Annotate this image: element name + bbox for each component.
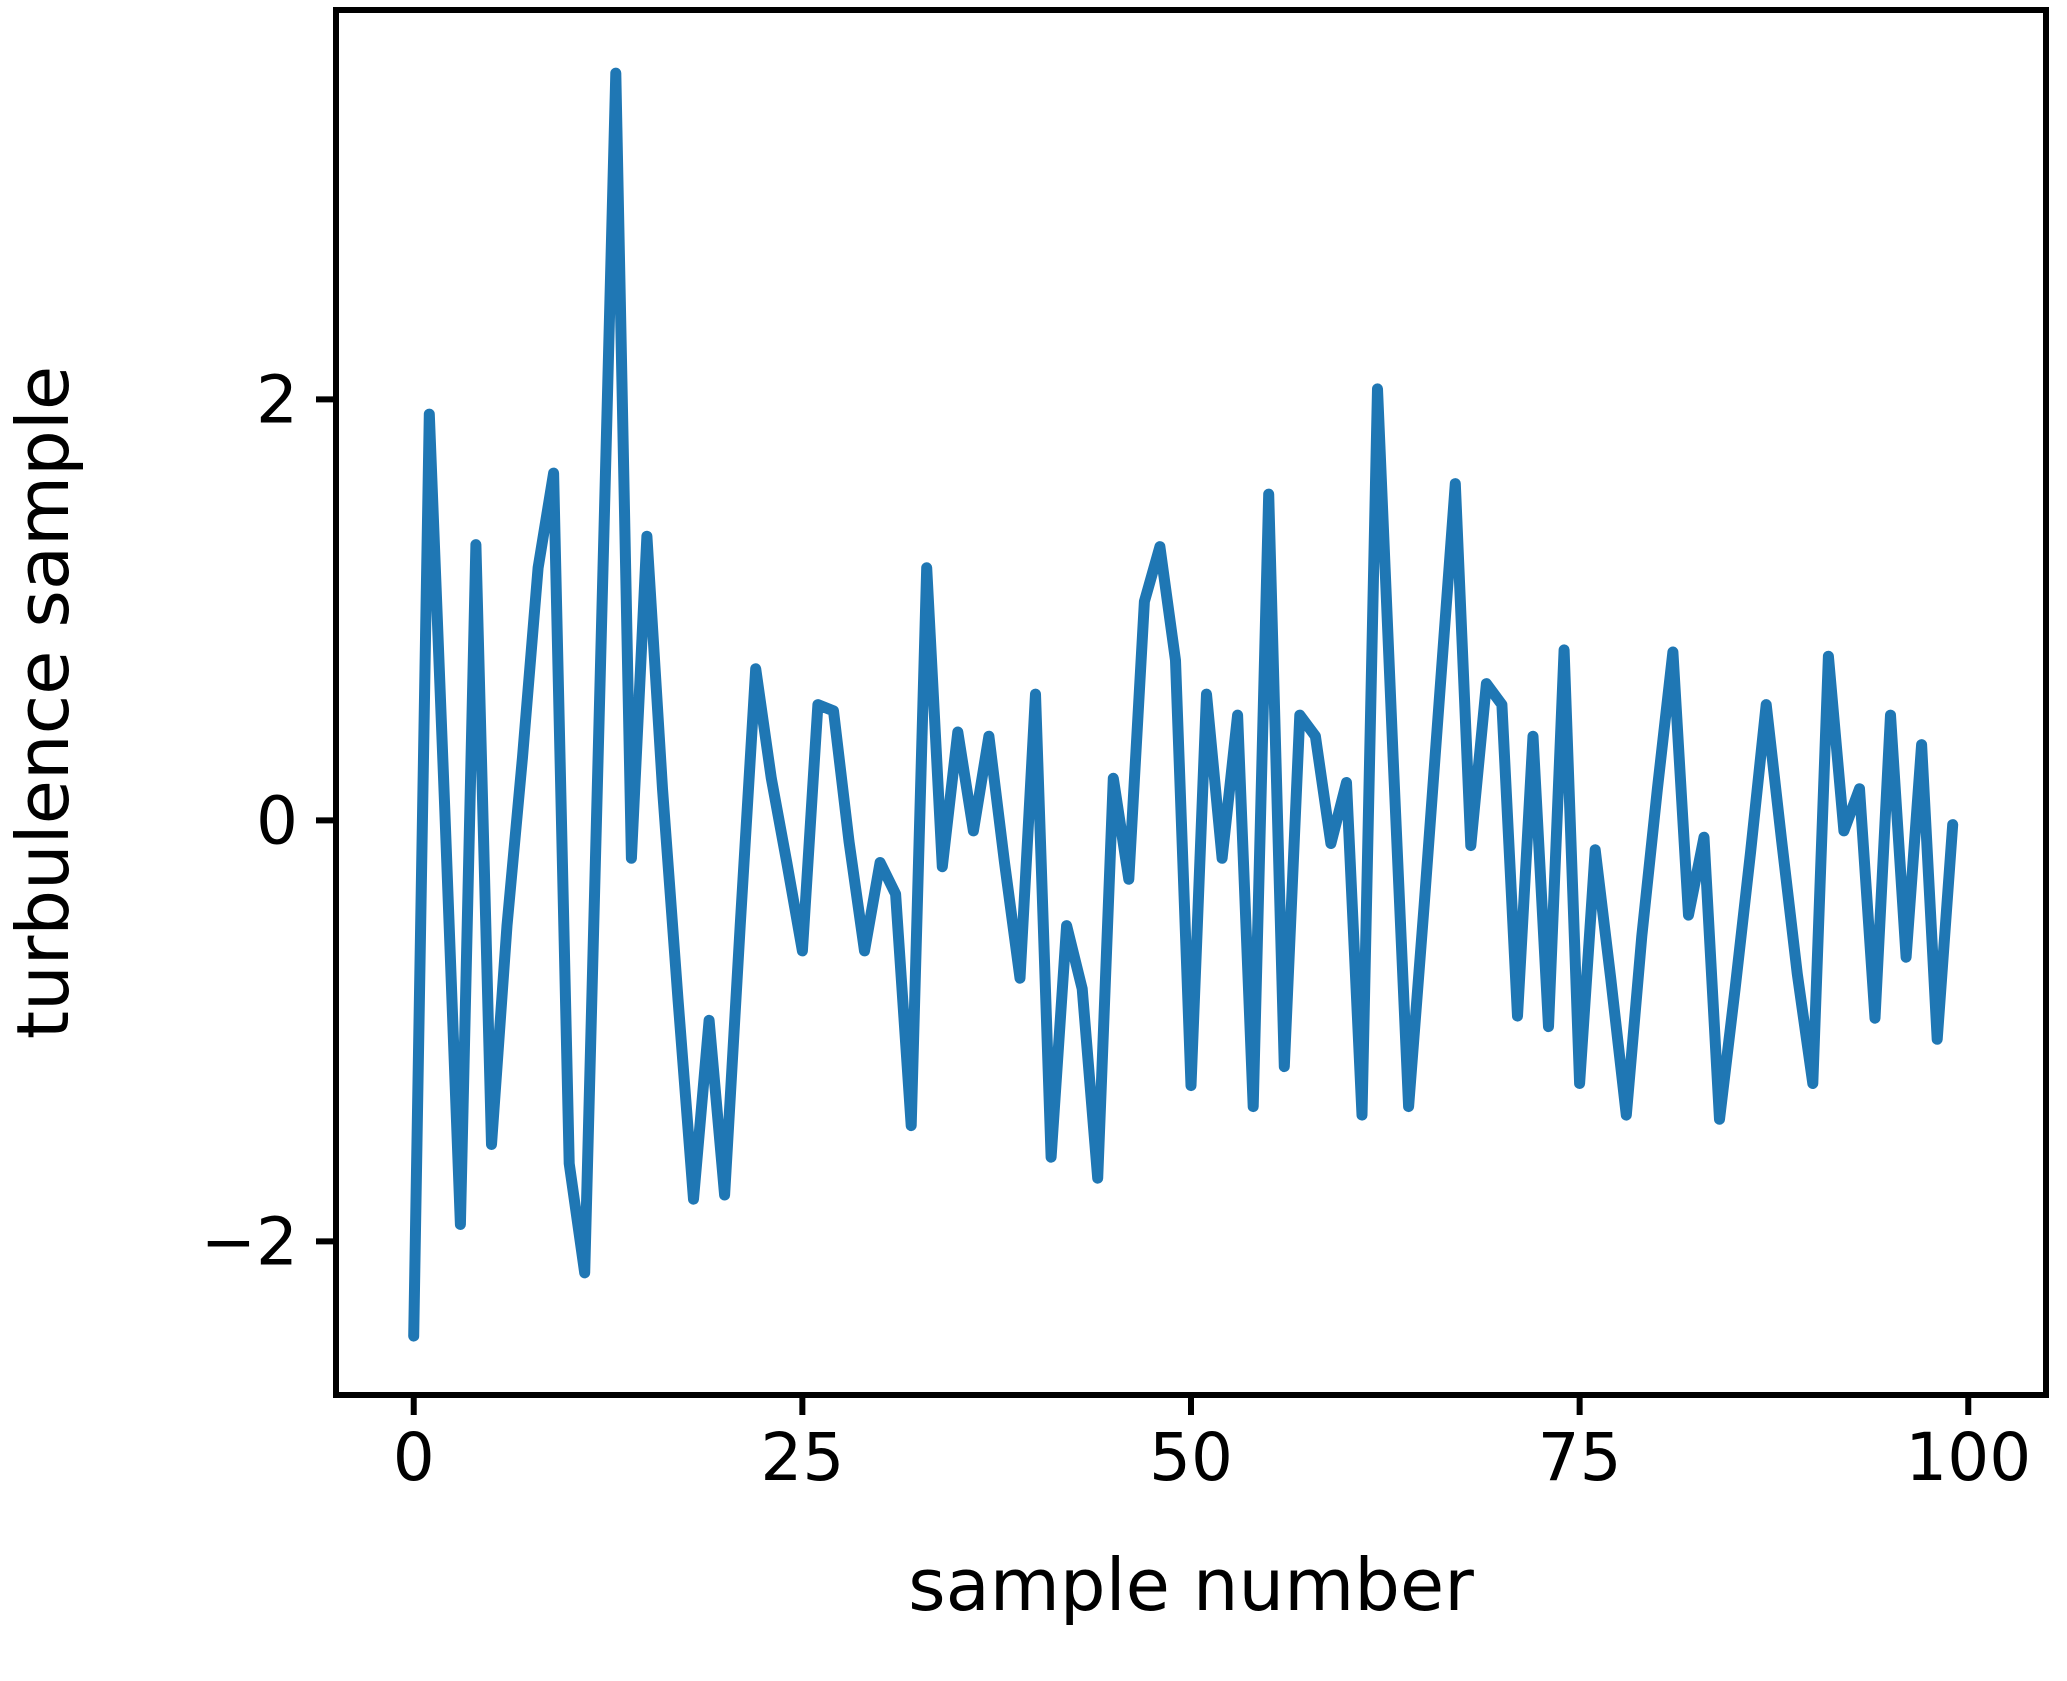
series-path (408, 67, 1959, 1342)
turbulence-series-line (408, 67, 1959, 1342)
x-tick-label: 100 (1905, 1419, 2031, 1496)
plot-frame (333, 7, 2049, 1398)
x-tick-label: 50 (1149, 1419, 1233, 1496)
x-tick-label: 75 (1538, 1419, 1622, 1496)
x-axis-label: sample number (908, 1543, 1474, 1627)
axis-ticks: 0 25 50 75 100 −2 0 2 (201, 361, 2032, 1496)
y-tick-label: 0 (256, 782, 298, 859)
y-tick-label: 2 (256, 361, 298, 438)
x-tick-label: 0 (393, 1419, 435, 1496)
x-tick-label: 25 (760, 1419, 844, 1496)
y-tick-label: −2 (201, 1203, 298, 1280)
y-axis-label: turbulence sample (1, 366, 85, 1039)
